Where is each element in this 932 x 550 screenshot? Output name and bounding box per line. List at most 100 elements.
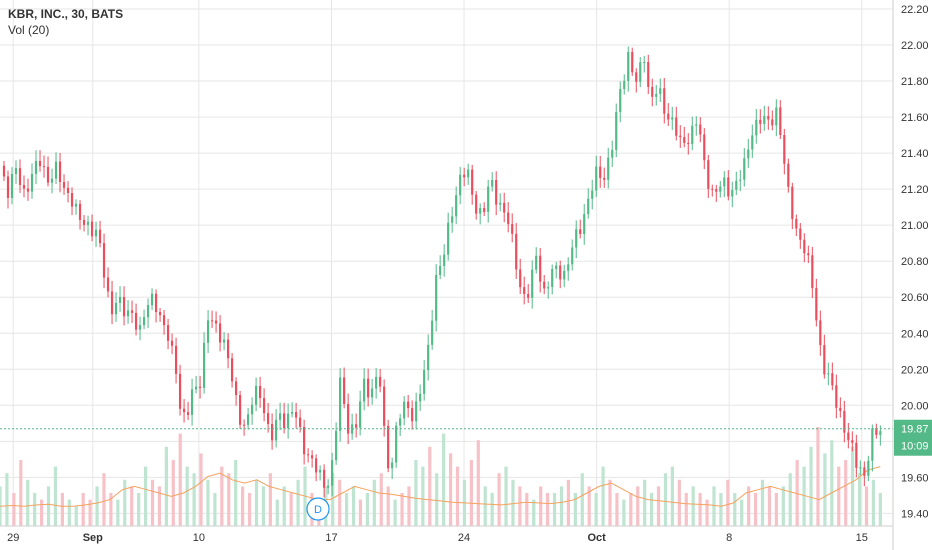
candle-body bbox=[178, 373, 182, 409]
candle-body bbox=[98, 229, 102, 244]
volume-bar bbox=[608, 479, 612, 526]
volume-bar bbox=[448, 453, 453, 526]
volume-bar bbox=[483, 486, 487, 526]
candle-body bbox=[767, 115, 770, 120]
candle-body bbox=[611, 149, 614, 158]
volume-bar bbox=[192, 473, 196, 526]
candle-body bbox=[583, 214, 586, 235]
volume-bar bbox=[573, 493, 577, 526]
candle-body bbox=[363, 378, 366, 402]
x-tick-label: 24 bbox=[458, 532, 470, 544]
volume-bar bbox=[629, 493, 633, 526]
candle-body bbox=[539, 255, 542, 282]
volume-bar bbox=[372, 479, 376, 526]
volume-bar bbox=[67, 499, 71, 526]
volume-bar bbox=[5, 473, 9, 526]
y-tick-label: 21.80 bbox=[901, 76, 929, 88]
candle-body bbox=[447, 222, 450, 255]
candle-body bbox=[871, 428, 874, 461]
volume-bar bbox=[331, 473, 335, 526]
candle-body bbox=[783, 135, 786, 164]
candle-body bbox=[735, 180, 738, 190]
candle-body bbox=[154, 293, 158, 312]
candle-body bbox=[46, 166, 50, 183]
candle-body bbox=[138, 325, 142, 330]
price-axis: 22.20 22.00 21.80 21.60 21.40 21.20 21.00 20.80… bbox=[892, 0, 932, 550]
volume-bar bbox=[823, 453, 827, 526]
volume-bar bbox=[511, 479, 515, 526]
dividend-marker-circle[interactable] bbox=[306, 497, 330, 521]
candle-body bbox=[699, 124, 702, 135]
volume-bar bbox=[719, 493, 723, 526]
volume-bar bbox=[150, 479, 155, 526]
candle-body bbox=[591, 190, 594, 199]
x-tick-label: Oct bbox=[587, 532, 606, 544]
candle-body bbox=[831, 373, 834, 386]
candle-body bbox=[174, 345, 178, 374]
symbol-title[interactable]: KBR, INC., 30, BATS bbox=[8, 7, 124, 21]
candle-body bbox=[499, 202, 502, 205]
volume-bar bbox=[39, 499, 44, 526]
y-tick-label: 21.40 bbox=[901, 148, 929, 160]
candle-body bbox=[615, 111, 618, 150]
candle-body bbox=[751, 135, 754, 150]
volume-bar bbox=[816, 427, 820, 526]
volume-bar bbox=[344, 493, 349, 526]
volume-bar bbox=[663, 473, 668, 526]
volume-indicator-label[interactable]: Vol (20) bbox=[8, 23, 50, 37]
candle-body bbox=[563, 270, 566, 280]
candle-body bbox=[443, 254, 446, 267]
volume-bar bbox=[268, 473, 272, 526]
candle-body bbox=[483, 208, 486, 212]
candle-body bbox=[419, 393, 422, 402]
candle-body bbox=[475, 194, 478, 214]
candle-body bbox=[719, 186, 722, 192]
candle-body bbox=[631, 52, 634, 73]
candle-body bbox=[807, 253, 810, 256]
candle-body bbox=[463, 174, 466, 178]
last-price-badge-bg bbox=[894, 419, 932, 456]
candle-body bbox=[639, 62, 642, 82]
volume-bar bbox=[518, 486, 522, 526]
candle-body bbox=[218, 323, 222, 343]
y-tick-label: 20.40 bbox=[901, 328, 929, 340]
volume-bar bbox=[185, 466, 189, 526]
candle-body bbox=[579, 229, 582, 235]
candle-body bbox=[843, 410, 846, 433]
volume-bar bbox=[261, 486, 266, 526]
candle-body bbox=[170, 340, 174, 346]
y-tick-label: 20.20 bbox=[901, 364, 929, 376]
candle-body bbox=[547, 287, 550, 289]
volume-bar bbox=[130, 486, 134, 526]
candle-body bbox=[238, 395, 242, 425]
x-tick-label: Sep bbox=[83, 532, 103, 544]
volume-bar bbox=[60, 493, 64, 526]
candle-body bbox=[275, 419, 278, 441]
volume-bar bbox=[753, 493, 758, 526]
y-tick-label: 22.00 bbox=[901, 40, 929, 52]
volume-bar bbox=[733, 493, 737, 526]
volume-moving-average-line bbox=[0, 466, 881, 507]
candle-body bbox=[759, 119, 762, 124]
dividend-marker[interactable]: D bbox=[306, 497, 330, 521]
volume-bar bbox=[788, 473, 792, 526]
candle-body bbox=[491, 179, 494, 187]
candle-body bbox=[34, 160, 38, 174]
x-tick-label: 29 bbox=[7, 532, 19, 544]
candle-body bbox=[875, 428, 878, 435]
candle-body bbox=[439, 266, 442, 275]
volume-bar bbox=[594, 493, 598, 526]
candle-body bbox=[62, 181, 66, 188]
x-tick-label: 10 bbox=[193, 532, 205, 544]
candle-body bbox=[651, 86, 654, 97]
candle-body bbox=[407, 401, 410, 409]
candle-body bbox=[182, 408, 186, 413]
volume-bar bbox=[649, 493, 654, 526]
volume-bar bbox=[871, 479, 876, 526]
volume-bar bbox=[497, 473, 501, 526]
candle-body bbox=[162, 315, 166, 326]
candle-body bbox=[627, 52, 630, 81]
candle-body bbox=[487, 186, 490, 212]
candle-body bbox=[671, 117, 674, 120]
